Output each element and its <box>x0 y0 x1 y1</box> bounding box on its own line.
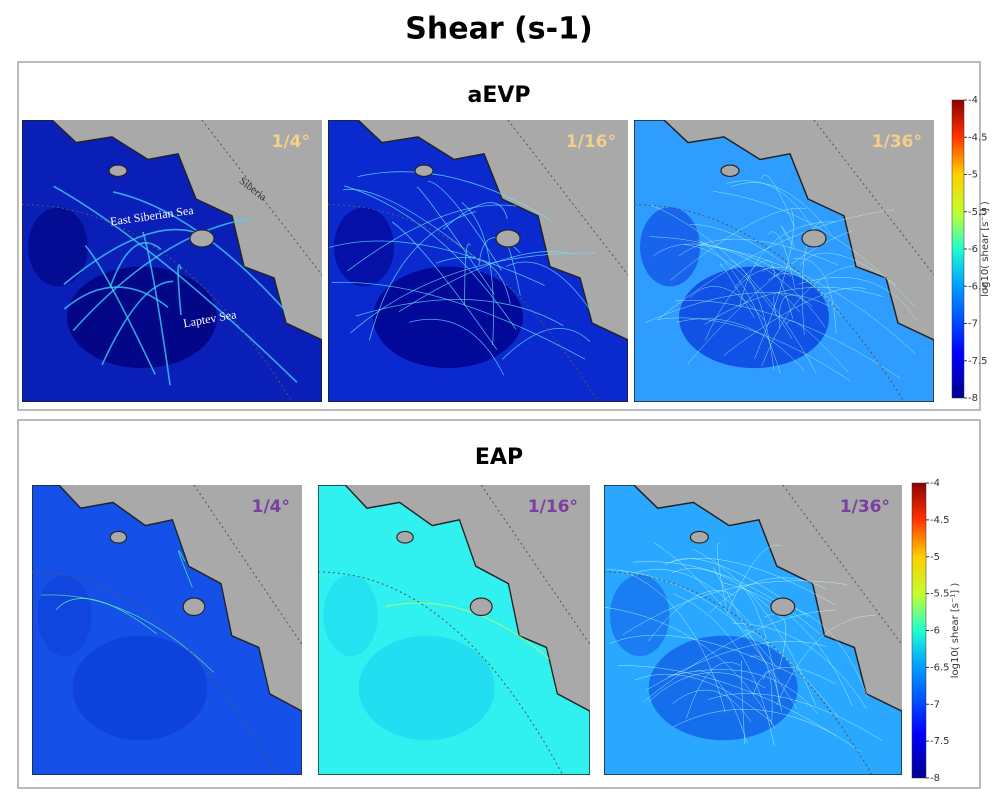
colorbar-label: log10( shear [s⁻¹] ) <box>980 201 991 297</box>
island <box>190 230 214 247</box>
island <box>415 165 433 176</box>
low-shear-area <box>73 636 208 740</box>
colorbar-tick-label: -4.5 <box>968 132 988 143</box>
colorbar-tick-label: -7 <box>930 699 940 710</box>
resolution-label: 1/36° <box>840 497 890 517</box>
colorbar-tick-label: -7 <box>968 319 978 330</box>
colorbar-tick-label: -5 <box>930 552 940 563</box>
colorbar-tick-label: -4.5 <box>930 515 950 526</box>
map-panel <box>32 485 302 775</box>
map-panel <box>22 120 322 402</box>
island <box>109 165 127 176</box>
low-shear-area <box>359 636 495 740</box>
group-title: aEVP <box>467 83 530 108</box>
island <box>110 531 126 543</box>
colorbar-tick-label: -5.5 <box>930 589 950 600</box>
map-panel <box>328 120 628 402</box>
figure: Shear (s-1) aEVP 1/4° 1/16° 1/36° -4 -4.5 -5 -5… <box>0 0 998 796</box>
map-panel <box>634 120 934 402</box>
island <box>470 598 492 615</box>
island <box>721 165 739 176</box>
colorbar <box>952 100 964 398</box>
low-shear-area <box>323 575 377 656</box>
colorbar-tick-label: -8 <box>968 393 978 404</box>
figure-title: Shear (s-1) <box>405 12 592 47</box>
island <box>690 531 708 543</box>
group-title: EAP <box>475 445 523 470</box>
map-panel <box>604 485 902 775</box>
colorbar-tick-label: -8 <box>930 773 940 784</box>
island <box>802 230 826 247</box>
low-shear-area <box>334 207 394 286</box>
colorbar-tick-label: -7.5 <box>968 356 988 367</box>
island <box>496 230 520 247</box>
island <box>183 598 205 615</box>
colorbar-tick-label: -6 <box>930 626 940 637</box>
colorbar-tick-label: -4 <box>930 478 940 489</box>
low-shear-area <box>28 207 88 286</box>
island <box>771 598 795 615</box>
low-shear-area <box>373 267 523 369</box>
resolution-label: 1/4° <box>272 132 310 152</box>
island <box>397 531 413 543</box>
resolution-label: 1/4° <box>252 497 290 517</box>
map-panel <box>318 485 590 775</box>
colorbar-tick-label: -7.5 <box>930 736 950 747</box>
low-shear-area <box>640 207 700 286</box>
low-shear-area <box>610 575 670 656</box>
colorbar-tick-label: -4 <box>968 95 978 106</box>
resolution-label: 1/36° <box>872 132 922 152</box>
colorbar-tick-label: -6.5 <box>930 662 950 673</box>
resolution-label: 1/16° <box>566 132 616 152</box>
colorbar <box>912 483 926 778</box>
colorbar-tick-label: -6 <box>968 244 978 255</box>
resolution-label: 1/16° <box>528 497 578 517</box>
low-shear-area <box>37 575 91 656</box>
colorbar-tick-label: -5 <box>968 170 978 181</box>
colorbar-label: log10( shear [s⁻¹] ) <box>950 583 961 679</box>
